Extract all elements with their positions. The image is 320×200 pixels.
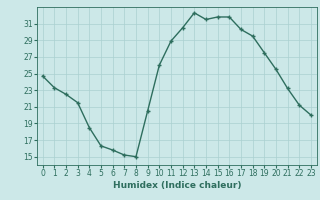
X-axis label: Humidex (Indice chaleur): Humidex (Indice chaleur) — [113, 181, 241, 190]
